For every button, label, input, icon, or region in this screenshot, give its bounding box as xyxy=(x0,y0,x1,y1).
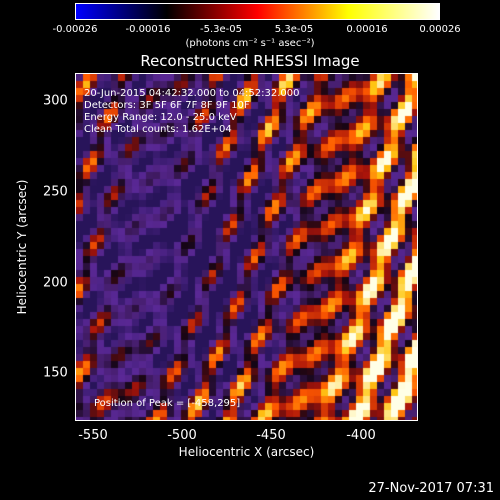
colorbar xyxy=(75,3,440,20)
colorbar-tick-label: -0.00026 xyxy=(52,24,98,35)
colorbar-tick-label: 0.00026 xyxy=(419,24,461,35)
y-tick-label: 150 xyxy=(43,365,68,381)
colorbar-tick-label: 5.3e-05 xyxy=(274,24,314,35)
x-tick-label: -400 xyxy=(346,428,376,443)
y-tick-label: 250 xyxy=(43,184,68,200)
y-tick-label: 200 xyxy=(43,275,68,291)
x-tick-label: -450 xyxy=(256,428,286,443)
chart-title: Reconstructed RHESSI Image xyxy=(140,52,360,70)
x-tick-label: -550 xyxy=(78,428,108,443)
colorbar-tick-label: 0.00016 xyxy=(346,24,388,35)
heatmap-image xyxy=(76,74,417,420)
x-axis-label: Heliocentric X (arcsec) xyxy=(178,445,315,459)
energy-range-label: Energy Range: 12.0 - 25.0 keV xyxy=(84,112,237,123)
x-tick-label: -500 xyxy=(167,428,197,443)
heatmap-plot: 20-Jun-2015 04:42:32.000 to 04:52:32.000… xyxy=(75,73,418,421)
y-tick-label: 300 xyxy=(43,93,68,109)
timestamp: 27-Nov-2017 07:31 xyxy=(368,481,494,496)
colorbar-tick-label: -0.00016 xyxy=(125,24,171,35)
colorbar-tick-label: -5.3e-05 xyxy=(200,24,242,35)
peak-position-label: Position of Peak = [-458,295] xyxy=(94,398,241,409)
detectors-label: Detectors: 3F 5F 6F 7F 8F 9F 10F xyxy=(84,100,250,111)
clean-counts-label: Clean Total counts: 1.62E+04 xyxy=(84,124,232,135)
colorbar-units: (photons cm⁻² s⁻¹ asec⁻²) xyxy=(185,38,315,49)
y-axis-label: Heliocentric Y (arcsec) xyxy=(15,179,29,315)
time-range-label: 20-Jun-2015 04:42:32.000 to 04:52:32.000 xyxy=(84,88,300,99)
